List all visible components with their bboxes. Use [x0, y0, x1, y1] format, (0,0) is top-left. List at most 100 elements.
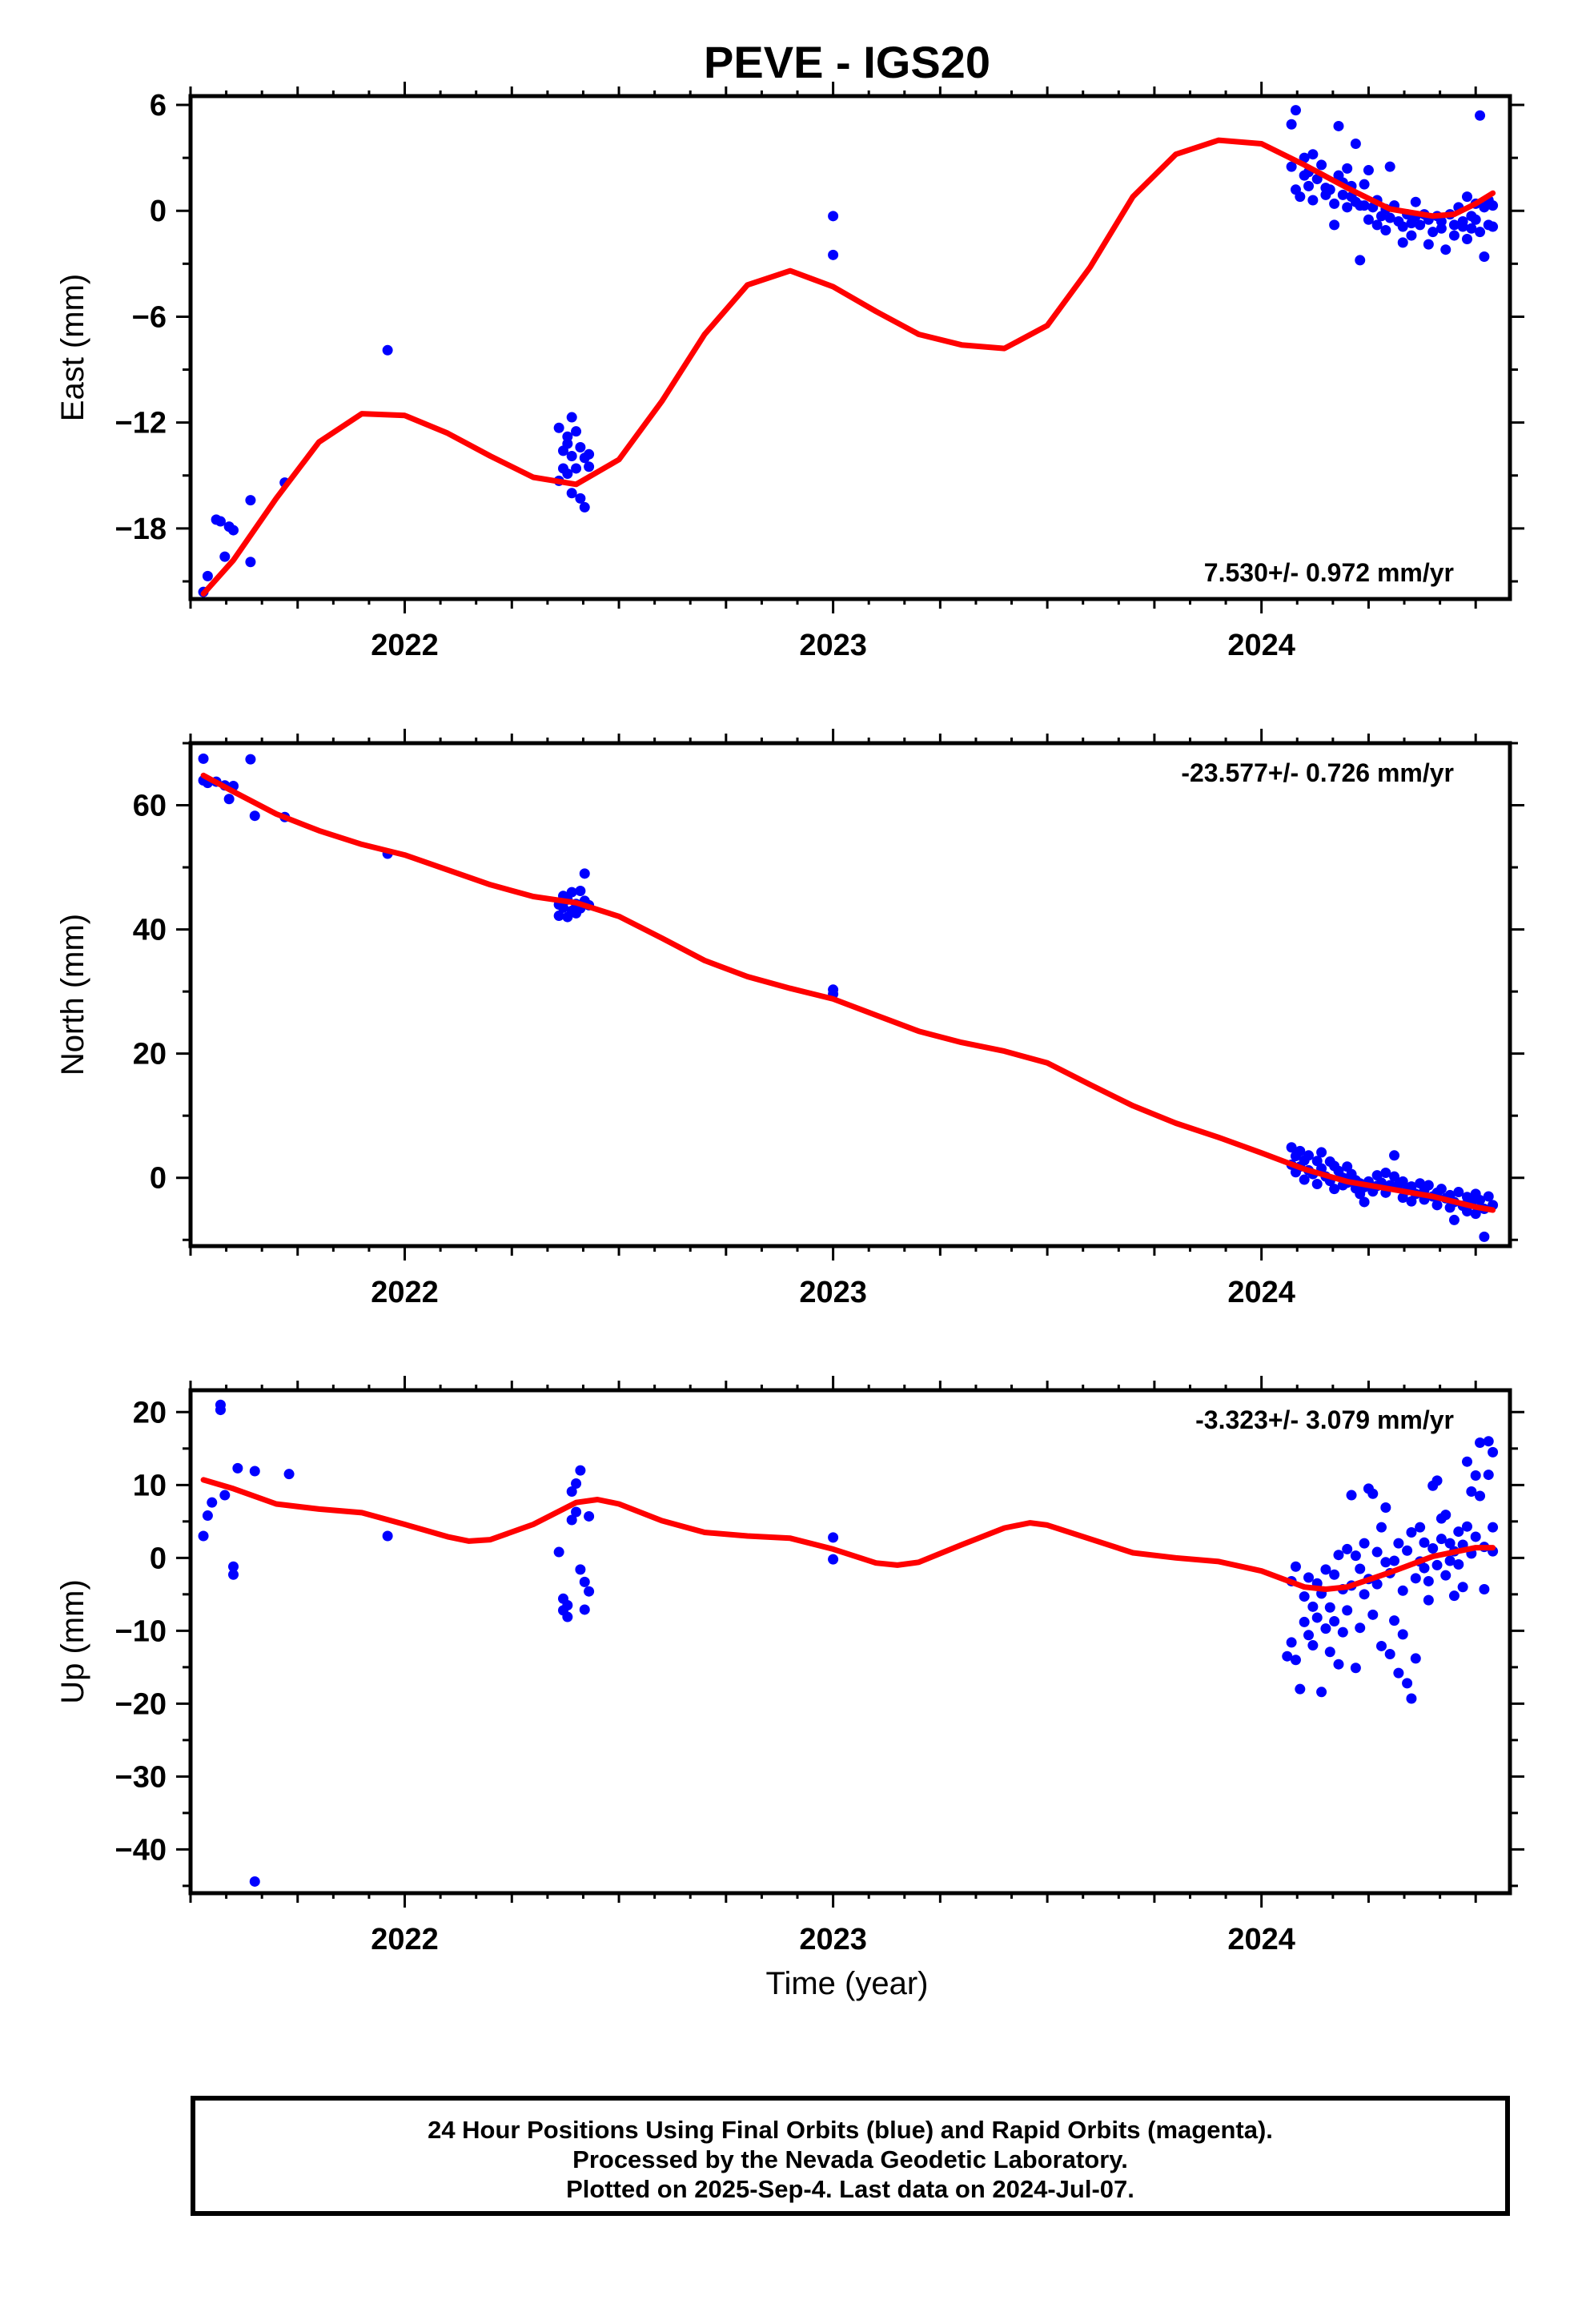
- up-data-point: [1311, 1612, 1323, 1623]
- east-data-point: [1307, 149, 1319, 160]
- north-data-point: [566, 887, 577, 898]
- east-data-point: [1290, 105, 1301, 116]
- up-data-point: [1475, 1490, 1486, 1502]
- east-data-point: [1384, 161, 1395, 172]
- north-data-point: [1316, 1147, 1327, 1158]
- gps-time-series-plot: PEVE - IGS20 2022 2023 2024 −18 −12 −6 0 6 East …: [55, 37, 1524, 2001]
- up-data-point: [249, 1466, 260, 1477]
- east-data-point: [1307, 195, 1319, 206]
- up-data-point: [1483, 1436, 1494, 1447]
- up-data-point: [1488, 1446, 1499, 1458]
- up-data-point: [1290, 1655, 1301, 1666]
- north-data-point: [198, 753, 209, 764]
- east-data-point: [1466, 223, 1477, 234]
- up-data-point: [1488, 1522, 1499, 1533]
- up-data-point: [1423, 1594, 1434, 1606]
- north-data-point: [1448, 1214, 1460, 1225]
- east-data-point: [828, 249, 839, 260]
- north-data-point: [1479, 1231, 1490, 1242]
- up-y-tick-label: −10: [115, 1614, 167, 1648]
- up-data-point: [1406, 1693, 1417, 1704]
- up-data-point: [1324, 1602, 1335, 1613]
- north-data-point: [245, 754, 256, 765]
- east-data-point: [1440, 244, 1452, 255]
- up-y-tick-label: 10: [133, 1469, 167, 1502]
- up-data-point: [1410, 1653, 1421, 1664]
- east-data-point: [1427, 227, 1439, 238]
- up-data-point: [1470, 1470, 1481, 1481]
- up-data-point: [228, 1569, 239, 1580]
- north-data-point: [1389, 1171, 1400, 1182]
- up-data-point: [1402, 1678, 1413, 1689]
- north-data-point: [1453, 1187, 1464, 1198]
- east-data-point: [1423, 239, 1434, 250]
- up-data-point: [1355, 1622, 1366, 1634]
- east-data-point: [1475, 227, 1486, 238]
- up-data-point: [1303, 1572, 1315, 1583]
- east-points: [198, 105, 1499, 597]
- north-y-tick-label: 0: [150, 1162, 167, 1196]
- up-data-point: [219, 1490, 231, 1501]
- up-data-point: [828, 1532, 839, 1543]
- east-y-tick-label: 0: [150, 195, 167, 228]
- up-x-tick-label: 2024: [1227, 1923, 1295, 1956]
- east-data-point: [1406, 230, 1417, 241]
- north-data-point: [1389, 1150, 1400, 1161]
- up-data-point: [1350, 1663, 1361, 1674]
- up-data-point: [1453, 1526, 1464, 1538]
- east-data-point: [1286, 119, 1297, 130]
- east-data-point: [1295, 191, 1306, 203]
- footer-line-1: 24 Hour Positions Using Final Orbits (bl…: [428, 2116, 1273, 2144]
- east-x-tick-label: 2022: [371, 629, 439, 662]
- east-data-point: [1324, 184, 1335, 195]
- north-data-point: [1475, 1195, 1486, 1206]
- east-data-point: [1342, 202, 1353, 213]
- up-data-point: [1324, 1647, 1335, 1658]
- up-data-point: [575, 1564, 586, 1575]
- east-data-point: [228, 525, 239, 536]
- footer-line-3: Plotted on 2025-Sep-4. Last data on 2024…: [566, 2175, 1134, 2203]
- east-data-point: [1329, 219, 1340, 231]
- east-panel: 2022 2023 2024 −18 −12 −6 0 6 East (mm) 7.530+/- …: [55, 82, 1524, 662]
- up-data-point: [1435, 1534, 1447, 1545]
- up-y-tick-label: 0: [150, 1542, 167, 1575]
- up-data-point: [1342, 1605, 1353, 1616]
- east-data-point: [1316, 159, 1327, 171]
- up-data-point: [1342, 1543, 1353, 1554]
- up-data-point: [1282, 1651, 1293, 1662]
- north-data-point: [1397, 1176, 1408, 1187]
- east-data-point: [1457, 221, 1468, 232]
- up-data-point: [1350, 1550, 1361, 1562]
- up-data-point: [1444, 1538, 1456, 1549]
- north-data-point: [1431, 1200, 1443, 1211]
- east-data-point: [1342, 163, 1353, 174]
- north-data-point: [553, 911, 564, 922]
- north-data-point: [575, 886, 586, 897]
- east-data-point: [215, 516, 226, 527]
- east-data-point: [1286, 161, 1297, 172]
- up-data-point: [1359, 1589, 1370, 1600]
- up-data-point: [1307, 1601, 1319, 1612]
- east-data-point: [562, 438, 573, 449]
- up-data-point: [1461, 1521, 1472, 1532]
- east-data-point: [1384, 212, 1395, 223]
- up-data-point: [553, 1546, 564, 1558]
- north-rate-label: -23.577+/- 0.726 mm/yr: [1181, 758, 1454, 787]
- up-data-point: [1440, 1510, 1452, 1521]
- east-frame: [188, 94, 1512, 601]
- up-data-point: [1453, 1559, 1464, 1570]
- east-data-point: [1475, 110, 1486, 121]
- east-data-point: [1311, 174, 1323, 185]
- up-data-point: [1415, 1522, 1426, 1533]
- up-y-tick-label: 20: [133, 1396, 167, 1429]
- up-data-point: [571, 1506, 582, 1518]
- up-data-point: [198, 1530, 209, 1542]
- north-data-point: [1423, 1180, 1434, 1191]
- east-data-point: [571, 426, 582, 437]
- up-y-tick-label: −40: [115, 1833, 167, 1867]
- east-data-point: [245, 495, 256, 506]
- up-data-point: [1320, 1623, 1331, 1634]
- north-frame: [188, 741, 1512, 1248]
- east-x-tick-label: 2024: [1227, 629, 1295, 662]
- north-data-point: [223, 794, 235, 805]
